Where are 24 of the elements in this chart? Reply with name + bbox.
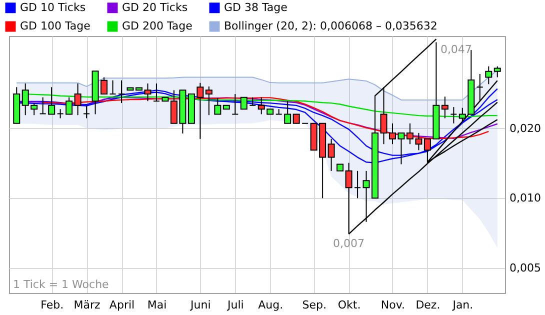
- x-tick-label: Aug.: [258, 298, 284, 312]
- x-tick-label: Juni: [190, 298, 211, 312]
- x-tick-label: Sep.: [302, 298, 326, 312]
- x-tick-label: Mai: [147, 298, 167, 312]
- x-tick-label: März: [74, 298, 101, 312]
- x-tick-label: Jan.: [452, 298, 474, 312]
- legend-label: GD 200 Tage: [122, 20, 193, 32]
- y-tick-label: 0,020: [510, 122, 541, 135]
- x-tick-label: Juli: [226, 298, 244, 312]
- legend-label: GD 100 Tage: [20, 20, 91, 32]
- legend-label: GD 20 Ticks: [122, 0, 188, 14]
- x-tick-label: Okt.: [338, 298, 361, 312]
- y-tick-label: 0,010: [510, 192, 541, 205]
- x-tick-label: April: [109, 298, 135, 312]
- x-tick-label: Feb.: [40, 298, 64, 312]
- x-tick-label: Nov.: [380, 298, 406, 312]
- x-tick-label: Dez.: [416, 298, 440, 312]
- annotation: 0,047: [440, 43, 472, 56]
- legend-label: GD 10 Ticks: [20, 0, 86, 14]
- legend-label: Bollinger (20, 2): 0,006068 – 0,035632: [224, 20, 438, 32]
- legend-label: GD 38 Tage: [224, 0, 288, 14]
- annotation: 1 Tick = 1 Woche: [13, 278, 110, 291]
- y-tick-label: 0,005: [510, 261, 541, 274]
- annotation: 0,007: [333, 237, 365, 250]
